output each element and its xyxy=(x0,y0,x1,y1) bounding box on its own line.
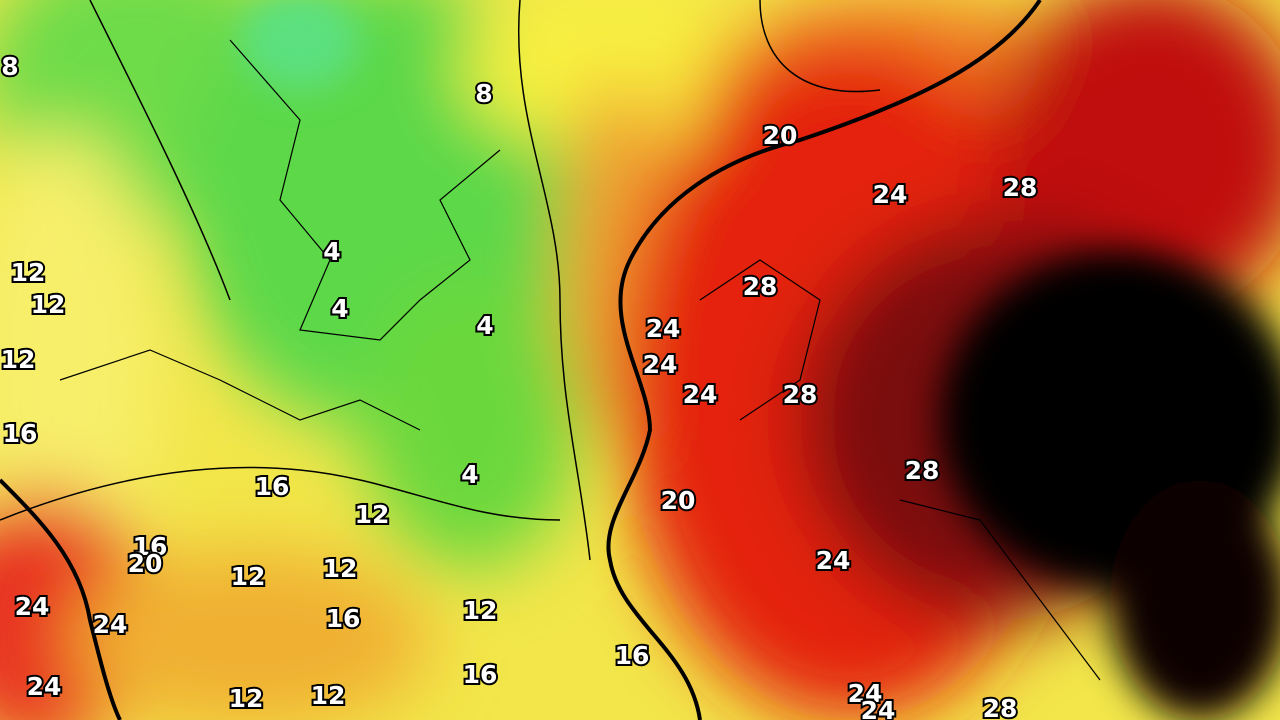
contour-label: 12 xyxy=(463,596,498,625)
contour-label: 12 xyxy=(323,554,358,583)
contour-label: 12 xyxy=(355,500,390,529)
contour-label: 4 xyxy=(323,237,340,266)
contour-label: 24 xyxy=(816,546,851,575)
contour-label: 24 xyxy=(646,314,681,343)
contour-label: 16 xyxy=(133,532,168,561)
contours xyxy=(0,0,1101,720)
contour-label: 4 xyxy=(476,311,493,340)
contour-label: 24 xyxy=(93,610,128,639)
contour-label: 16 xyxy=(615,641,650,670)
contour-label: 28 xyxy=(905,456,940,485)
contour-label: 28 xyxy=(1003,173,1038,202)
contour-label: 20 xyxy=(128,549,163,578)
contour-label: 24 xyxy=(27,672,62,701)
contour-label: 20 xyxy=(763,121,798,150)
contour-label: 12 xyxy=(229,684,264,713)
contour-label: 20 xyxy=(661,486,696,515)
contour-label: 28 xyxy=(983,694,1018,720)
contour-label: 12 xyxy=(311,681,346,710)
contour-label: 8 xyxy=(1,52,18,81)
contour-label: 24 xyxy=(861,696,896,720)
contour-label: 24 xyxy=(643,350,678,379)
contour-label: 4 xyxy=(331,294,348,323)
contour-label: 16 xyxy=(3,419,38,448)
contour-label: 24 xyxy=(848,679,883,708)
contour-label: 28 xyxy=(743,272,778,301)
contour-label: 24 xyxy=(15,592,50,621)
contour-label: 12 xyxy=(11,258,46,287)
contour-label: 12 xyxy=(31,290,66,319)
contour-label: 28 xyxy=(783,380,818,409)
contour-label: 8 xyxy=(475,79,492,108)
contour-label: 16 xyxy=(463,660,498,689)
contour-label: 4 xyxy=(461,460,478,489)
contour-label: 16 xyxy=(255,472,290,501)
contour-label: 12 xyxy=(1,345,36,374)
contour-label: 16 xyxy=(326,604,361,633)
contour-label: 24 xyxy=(873,180,908,209)
contour-label: 24 xyxy=(683,380,718,409)
contour-label: 12 xyxy=(231,562,266,591)
